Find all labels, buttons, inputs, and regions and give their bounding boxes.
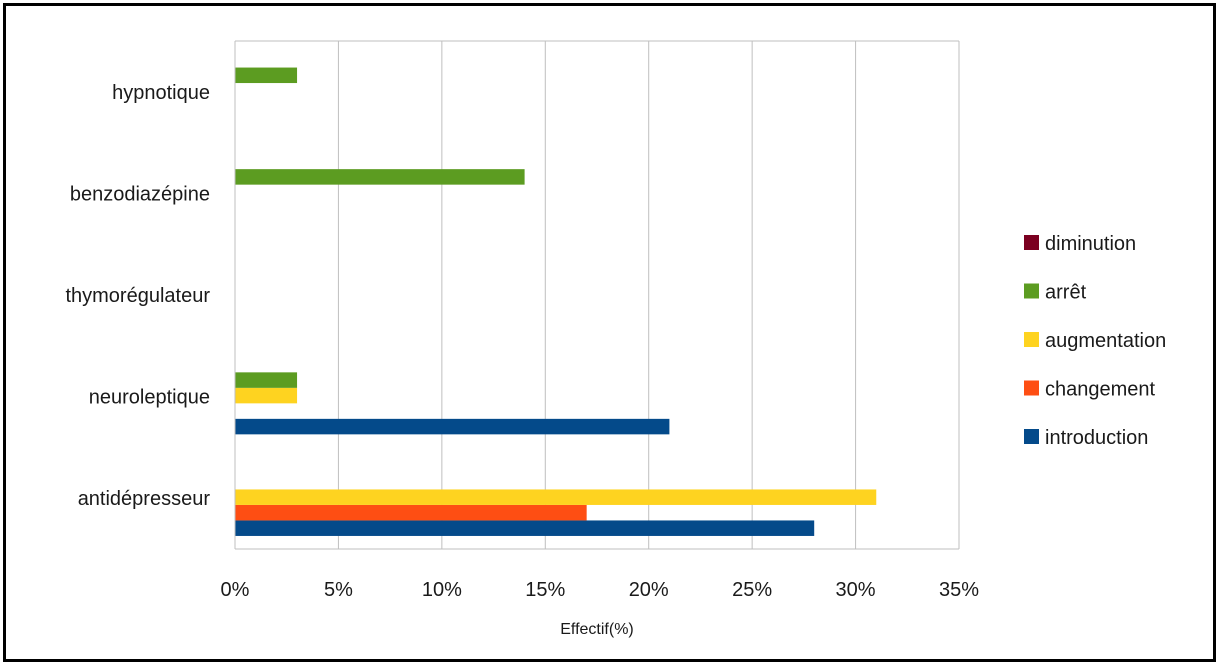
x-tick-label: 20% bbox=[629, 579, 669, 601]
x-tick-label: 0% bbox=[221, 579, 250, 601]
legend: diminution arrêt augmentation changement int… bbox=[1024, 233, 1166, 449]
legend-swatch-arret bbox=[1024, 283, 1039, 299]
category-label: thymorégulateur bbox=[65, 285, 210, 307]
chart-frame bbox=[3, 3, 1216, 662]
legend-label: augmentation bbox=[1045, 330, 1166, 352]
legend-swatch-introduction bbox=[1024, 429, 1039, 444]
category-label: hypnotique bbox=[112, 82, 210, 104]
x-tick-label: 30% bbox=[836, 579, 876, 601]
x-tick-label: 10% bbox=[422, 579, 462, 601]
bar-changement-antidepresseur bbox=[235, 504, 587, 521]
bar-introduction-antidepresseur bbox=[235, 520, 815, 536]
bars bbox=[235, 67, 877, 536]
legend-label: diminution bbox=[1045, 233, 1136, 255]
bar-augmentation-neuroleptique bbox=[235, 387, 298, 404]
x-tick-label: 15% bbox=[525, 579, 565, 601]
legend-swatch-diminution bbox=[1024, 235, 1039, 250]
x-tick-label: 5% bbox=[324, 579, 353, 601]
bar-arret-hypnotique bbox=[235, 67, 298, 84]
bar-arret-neuroleptique bbox=[235, 372, 298, 388]
category-label: benzodiazépine bbox=[70, 183, 210, 205]
bar-introduction-neuroleptique bbox=[235, 418, 670, 435]
x-tick-label: 35% bbox=[939, 579, 979, 601]
legend-swatch-changement bbox=[1024, 380, 1039, 396]
x-axis-title: Effectif(%) bbox=[560, 621, 634, 638]
legend-swatch-augmentation bbox=[1024, 332, 1039, 347]
legend-label: changement bbox=[1045, 379, 1156, 401]
category-label: antidépresseur bbox=[78, 488, 211, 510]
bar-arret-benzodiazepine bbox=[235, 169, 525, 185]
axes bbox=[234, 40, 960, 550]
gridlines bbox=[337, 41, 960, 549]
category-label: neuroleptique bbox=[89, 387, 210, 409]
x-tick-label: 25% bbox=[732, 579, 772, 601]
legend-label: arrêt bbox=[1045, 282, 1087, 304]
bar-augmentation-antidepresseur bbox=[235, 489, 877, 505]
labels: 0% 5% 10% 15% 20% 25% 30% 35% antidépresseur neur… bbox=[65, 82, 979, 638]
legend-label: introduction bbox=[1045, 427, 1148, 449]
